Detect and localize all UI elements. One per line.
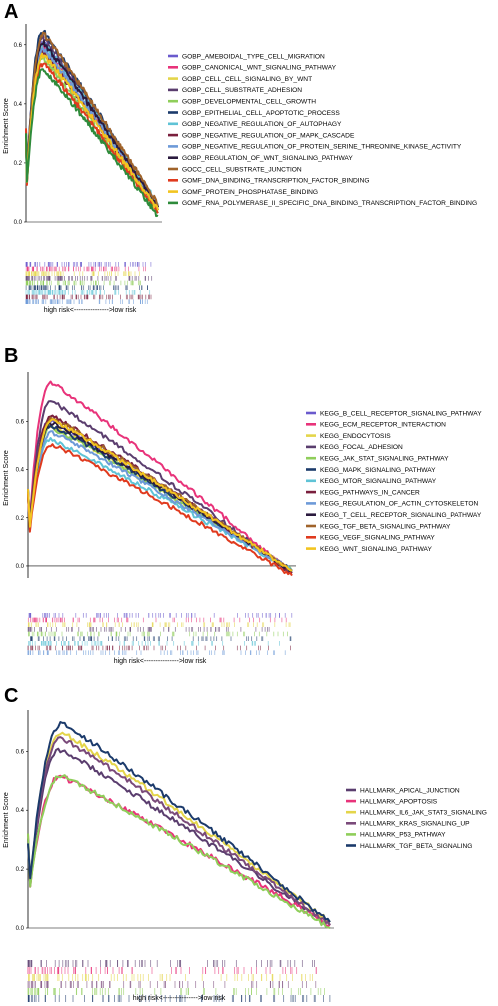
legend-entry: GOBP_AMEBOIDAL_TYPE_CELL_MIGRATION xyxy=(182,53,325,60)
panel-a: A 0.0 0.2 0.4 0.6 Enrichment Score GOBP_AMEBOI… xyxy=(3,1,477,314)
risk-axis-label: high risk<--------------->low risk xyxy=(133,995,226,1002)
y-tick-label: 0.2 xyxy=(16,516,25,522)
y-tick-label: 0.4 xyxy=(16,468,25,474)
y-tick-label: 0.2 xyxy=(16,867,25,873)
risk-axis-label: high risk<--------------->low risk xyxy=(114,658,207,665)
series-line xyxy=(27,443,293,577)
legend-entry: HALLMARK_KRAS_SIGNALING_UP xyxy=(360,821,470,828)
legend-entry: HALLMARK_P53_PATHWAY xyxy=(360,832,446,839)
series-line xyxy=(25,52,159,211)
y-tick-label: 0.6 xyxy=(14,43,23,49)
panel-letter: A xyxy=(4,1,18,23)
legend-entry: KEGG_MAPK_SIGNALING_PATHWAY xyxy=(320,467,436,474)
legend-entry: GOMF_PROTEIN_PHOSPHATASE_BINDING xyxy=(182,189,318,196)
legend-entry: GOCC_CELL_SUBSTRATE_JUNCTION xyxy=(182,166,302,173)
y-tick-label: 0.0 xyxy=(14,220,23,226)
series-line xyxy=(25,62,159,214)
legend-entry: KEGG_REGULATION_OF_ACTIN_CYTOSKELETON xyxy=(320,501,479,508)
panel-letter: B xyxy=(4,345,18,367)
y-tick-label: 0.6 xyxy=(16,749,25,755)
y-axis-label: Enrichment Score xyxy=(3,792,10,848)
series-line xyxy=(25,68,159,218)
legend-entry: KEGG_MTOR_SIGNALING_PATHWAY xyxy=(320,478,437,485)
legend-entry: KEGG_WNT_SIGNALING_PATHWAY xyxy=(320,546,432,553)
series-line xyxy=(27,721,331,923)
y-tick-label: 0.2 xyxy=(14,161,23,167)
series-line xyxy=(25,40,159,208)
risk-axis-label: high risk<--------------->low risk xyxy=(44,307,137,314)
series-line xyxy=(27,418,293,572)
y-tick-label: 0.4 xyxy=(14,102,23,108)
legend-entry: HALLMARK_IL6_JAK_STAT3_SIGNALING xyxy=(360,810,487,817)
y-axis-label: Enrichment Score xyxy=(3,98,10,154)
legend-entry: HALLMARK_TGF_BETA_SIGNALING xyxy=(360,843,472,850)
legend-entry: GOMF_RNA_POLYMERASE_II_SPECIFIC_DNA_BIND… xyxy=(182,200,477,207)
legend-entry: KEGG_TGF_BETA_SIGNALING_PATHWAY xyxy=(320,523,451,530)
legend-entry: GOBP_NEGATIVE_REGULATION_OF_AUTOPHAGY xyxy=(182,121,342,128)
panel-b: B 0.0 0.2 0.4 0.6 Enrichment Score KEGG_B_CELL… xyxy=(3,345,482,665)
series-line xyxy=(27,747,331,926)
y-tick-label: 0.0 xyxy=(16,564,25,570)
legend-entry: KEGG_JAK_STAT_SIGNALING_PATHWAY xyxy=(320,456,449,463)
legend-entry: GOBP_CELL_CELL_SIGNALING_BY_WNT xyxy=(182,76,312,83)
series-line xyxy=(25,31,159,207)
legend-entry: KEGG_ECM_RECEPTOR_INTERACTION xyxy=(320,422,446,429)
legend-entry: KEGG_ENDOCYTOSIS xyxy=(320,433,391,440)
y-tick-label: 0.0 xyxy=(16,926,25,932)
legend-entry: GOBP_DEVELOPMENTAL_CELL_GROWTH xyxy=(182,99,316,106)
legend-entry: HALLMARK_APOPTOSIS xyxy=(360,798,438,805)
legend-entry: KEGG_FOCAL_ADHESION xyxy=(320,444,403,451)
y-tick-label: 0.6 xyxy=(16,419,25,425)
legend-entry: GOBP_NEGATIVE_REGULATION_OF_MAPK_CASCADE xyxy=(182,132,355,139)
legend-entry: KEGG_B_CELL_RECEPTOR_SIGNALING_PATHWAY xyxy=(320,410,482,417)
legend-entry: KEGG_VEGF_SIGNALING_PATHWAY xyxy=(320,535,435,542)
legend-entry: KEGG_PATHWAYS_IN_CANCER xyxy=(320,489,420,496)
y-tick-label: 0.4 xyxy=(16,808,25,814)
legend-entry: GOBP_EPITHELIAL_CELL_APOPTOTIC_PROCESS xyxy=(182,110,340,117)
legend-entry: GOBP_NEGATIVE_REGULATION_OF_PROTEIN_SERI… xyxy=(182,144,462,151)
series-line xyxy=(27,380,293,574)
legend-entry: HALLMARK_APICAL_JUNCTION xyxy=(360,787,460,794)
series-line xyxy=(27,774,331,927)
series-line xyxy=(27,774,331,929)
legend-entry: GOBP_CANONICAL_WNT_SIGNALING_PATHWAY xyxy=(182,65,337,72)
y-axis-label: Enrichment Score xyxy=(3,450,10,506)
legend-entry: GOBP_REGULATION_OF_WNT_SIGNALING_PATHWAY xyxy=(182,155,353,162)
panel-c: C 0.0 0.2 0.4 0.6 Enrichment Score HALLMARK_AP… xyxy=(3,685,487,1002)
legend-entry: GOMF_DNA_BINDING_TRANSCRIPTION_FACTOR_BI… xyxy=(182,178,369,185)
series-line xyxy=(27,736,331,926)
legend-entry: GOBP_CELL_SUBSTRATE_ADHESION xyxy=(182,87,302,94)
legend-entry: KEGG_T_CELL_RECEPTOR_SIGNALING_PATHWAY xyxy=(320,512,482,519)
panel-letter: C xyxy=(4,685,18,707)
